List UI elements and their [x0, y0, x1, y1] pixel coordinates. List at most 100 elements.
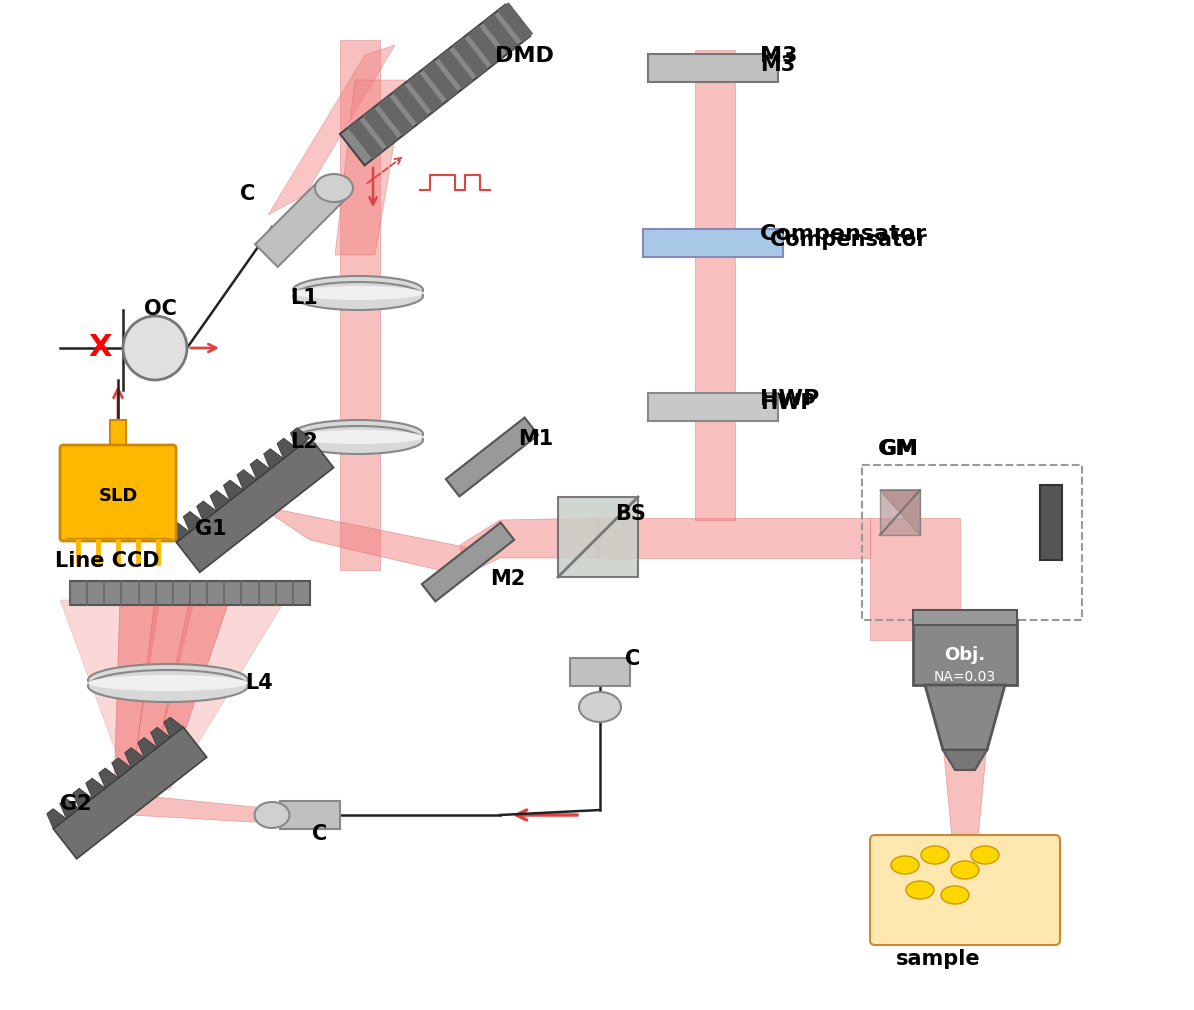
- Ellipse shape: [293, 276, 423, 304]
- Polygon shape: [47, 809, 67, 829]
- Text: M3: M3: [761, 55, 795, 75]
- Bar: [54, 727, 207, 858]
- Polygon shape: [210, 491, 230, 511]
- Text: OC: OC: [143, 299, 177, 319]
- Polygon shape: [377, 96, 413, 136]
- Ellipse shape: [88, 664, 248, 696]
- Polygon shape: [393, 84, 429, 124]
- Polygon shape: [453, 37, 488, 78]
- Text: C: C: [312, 824, 327, 844]
- Polygon shape: [99, 768, 118, 788]
- Polygon shape: [197, 501, 216, 521]
- Polygon shape: [290, 427, 310, 448]
- Polygon shape: [60, 799, 79, 819]
- Bar: [862, 465, 1082, 620]
- Polygon shape: [423, 61, 458, 101]
- Text: sample: sample: [896, 949, 980, 969]
- Ellipse shape: [254, 802, 289, 828]
- Text: HWP: HWP: [761, 393, 816, 413]
- Polygon shape: [498, 2, 534, 42]
- Polygon shape: [256, 490, 480, 575]
- Bar: [177, 437, 333, 573]
- Polygon shape: [695, 50, 736, 520]
- Polygon shape: [150, 727, 171, 747]
- Polygon shape: [60, 600, 285, 790]
- Text: SLD: SLD: [98, 487, 137, 505]
- FancyBboxPatch shape: [60, 445, 176, 541]
- Bar: [558, 497, 638, 577]
- Polygon shape: [112, 758, 131, 778]
- Polygon shape: [267, 45, 395, 215]
- Text: X: X: [88, 333, 112, 363]
- Text: Obj.: Obj.: [944, 646, 985, 664]
- Polygon shape: [870, 518, 960, 640]
- Text: C: C: [240, 184, 256, 204]
- Polygon shape: [124, 747, 144, 768]
- Bar: [281, 801, 340, 829]
- Polygon shape: [133, 598, 195, 790]
- Bar: [913, 620, 1017, 685]
- Ellipse shape: [579, 692, 621, 722]
- Ellipse shape: [293, 286, 423, 300]
- Polygon shape: [482, 14, 518, 54]
- Ellipse shape: [891, 856, 919, 874]
- Polygon shape: [943, 750, 987, 770]
- Ellipse shape: [88, 670, 248, 702]
- Polygon shape: [149, 598, 230, 790]
- Text: L1: L1: [290, 288, 318, 308]
- Text: G2: G2: [60, 794, 92, 814]
- Polygon shape: [277, 438, 297, 459]
- Bar: [421, 522, 515, 601]
- Polygon shape: [460, 518, 601, 575]
- Text: G1: G1: [195, 519, 227, 539]
- Polygon shape: [73, 788, 92, 808]
- Polygon shape: [880, 490, 921, 535]
- Ellipse shape: [293, 426, 423, 454]
- Polygon shape: [170, 522, 190, 542]
- Text: Compensator: Compensator: [770, 230, 927, 250]
- Polygon shape: [340, 40, 380, 570]
- Bar: [1040, 485, 1061, 560]
- Bar: [648, 393, 778, 421]
- Polygon shape: [468, 25, 503, 66]
- Polygon shape: [113, 598, 160, 790]
- Ellipse shape: [950, 861, 979, 879]
- Text: GM: GM: [880, 439, 918, 459]
- Polygon shape: [347, 119, 383, 160]
- Polygon shape: [595, 518, 870, 558]
- Bar: [644, 229, 783, 257]
- Circle shape: [123, 316, 187, 380]
- Polygon shape: [183, 511, 203, 532]
- Bar: [340, 5, 530, 166]
- Text: DMD: DMD: [496, 46, 554, 66]
- Bar: [570, 658, 630, 686]
- Bar: [256, 177, 345, 267]
- Polygon shape: [438, 48, 473, 89]
- Text: GM: GM: [878, 439, 918, 459]
- Text: M3: M3: [761, 46, 798, 66]
- Ellipse shape: [293, 282, 423, 310]
- Bar: [70, 581, 310, 605]
- Ellipse shape: [906, 881, 934, 899]
- Ellipse shape: [971, 846, 999, 864]
- Polygon shape: [86, 778, 105, 798]
- Ellipse shape: [941, 886, 970, 904]
- Bar: [880, 490, 921, 535]
- Text: L2: L2: [290, 432, 318, 452]
- Ellipse shape: [293, 420, 423, 448]
- Ellipse shape: [88, 675, 248, 691]
- Text: Line CCD: Line CCD: [55, 551, 160, 571]
- Polygon shape: [130, 795, 304, 825]
- Polygon shape: [264, 448, 283, 469]
- Text: BS: BS: [615, 504, 646, 524]
- Ellipse shape: [921, 846, 949, 864]
- Text: NA=0.03: NA=0.03: [934, 670, 996, 684]
- Bar: [648, 54, 778, 82]
- Polygon shape: [925, 685, 1005, 750]
- Bar: [913, 610, 1017, 625]
- Polygon shape: [223, 480, 244, 501]
- Ellipse shape: [293, 430, 423, 444]
- Bar: [110, 420, 127, 448]
- Bar: [445, 417, 538, 497]
- Polygon shape: [363, 107, 399, 147]
